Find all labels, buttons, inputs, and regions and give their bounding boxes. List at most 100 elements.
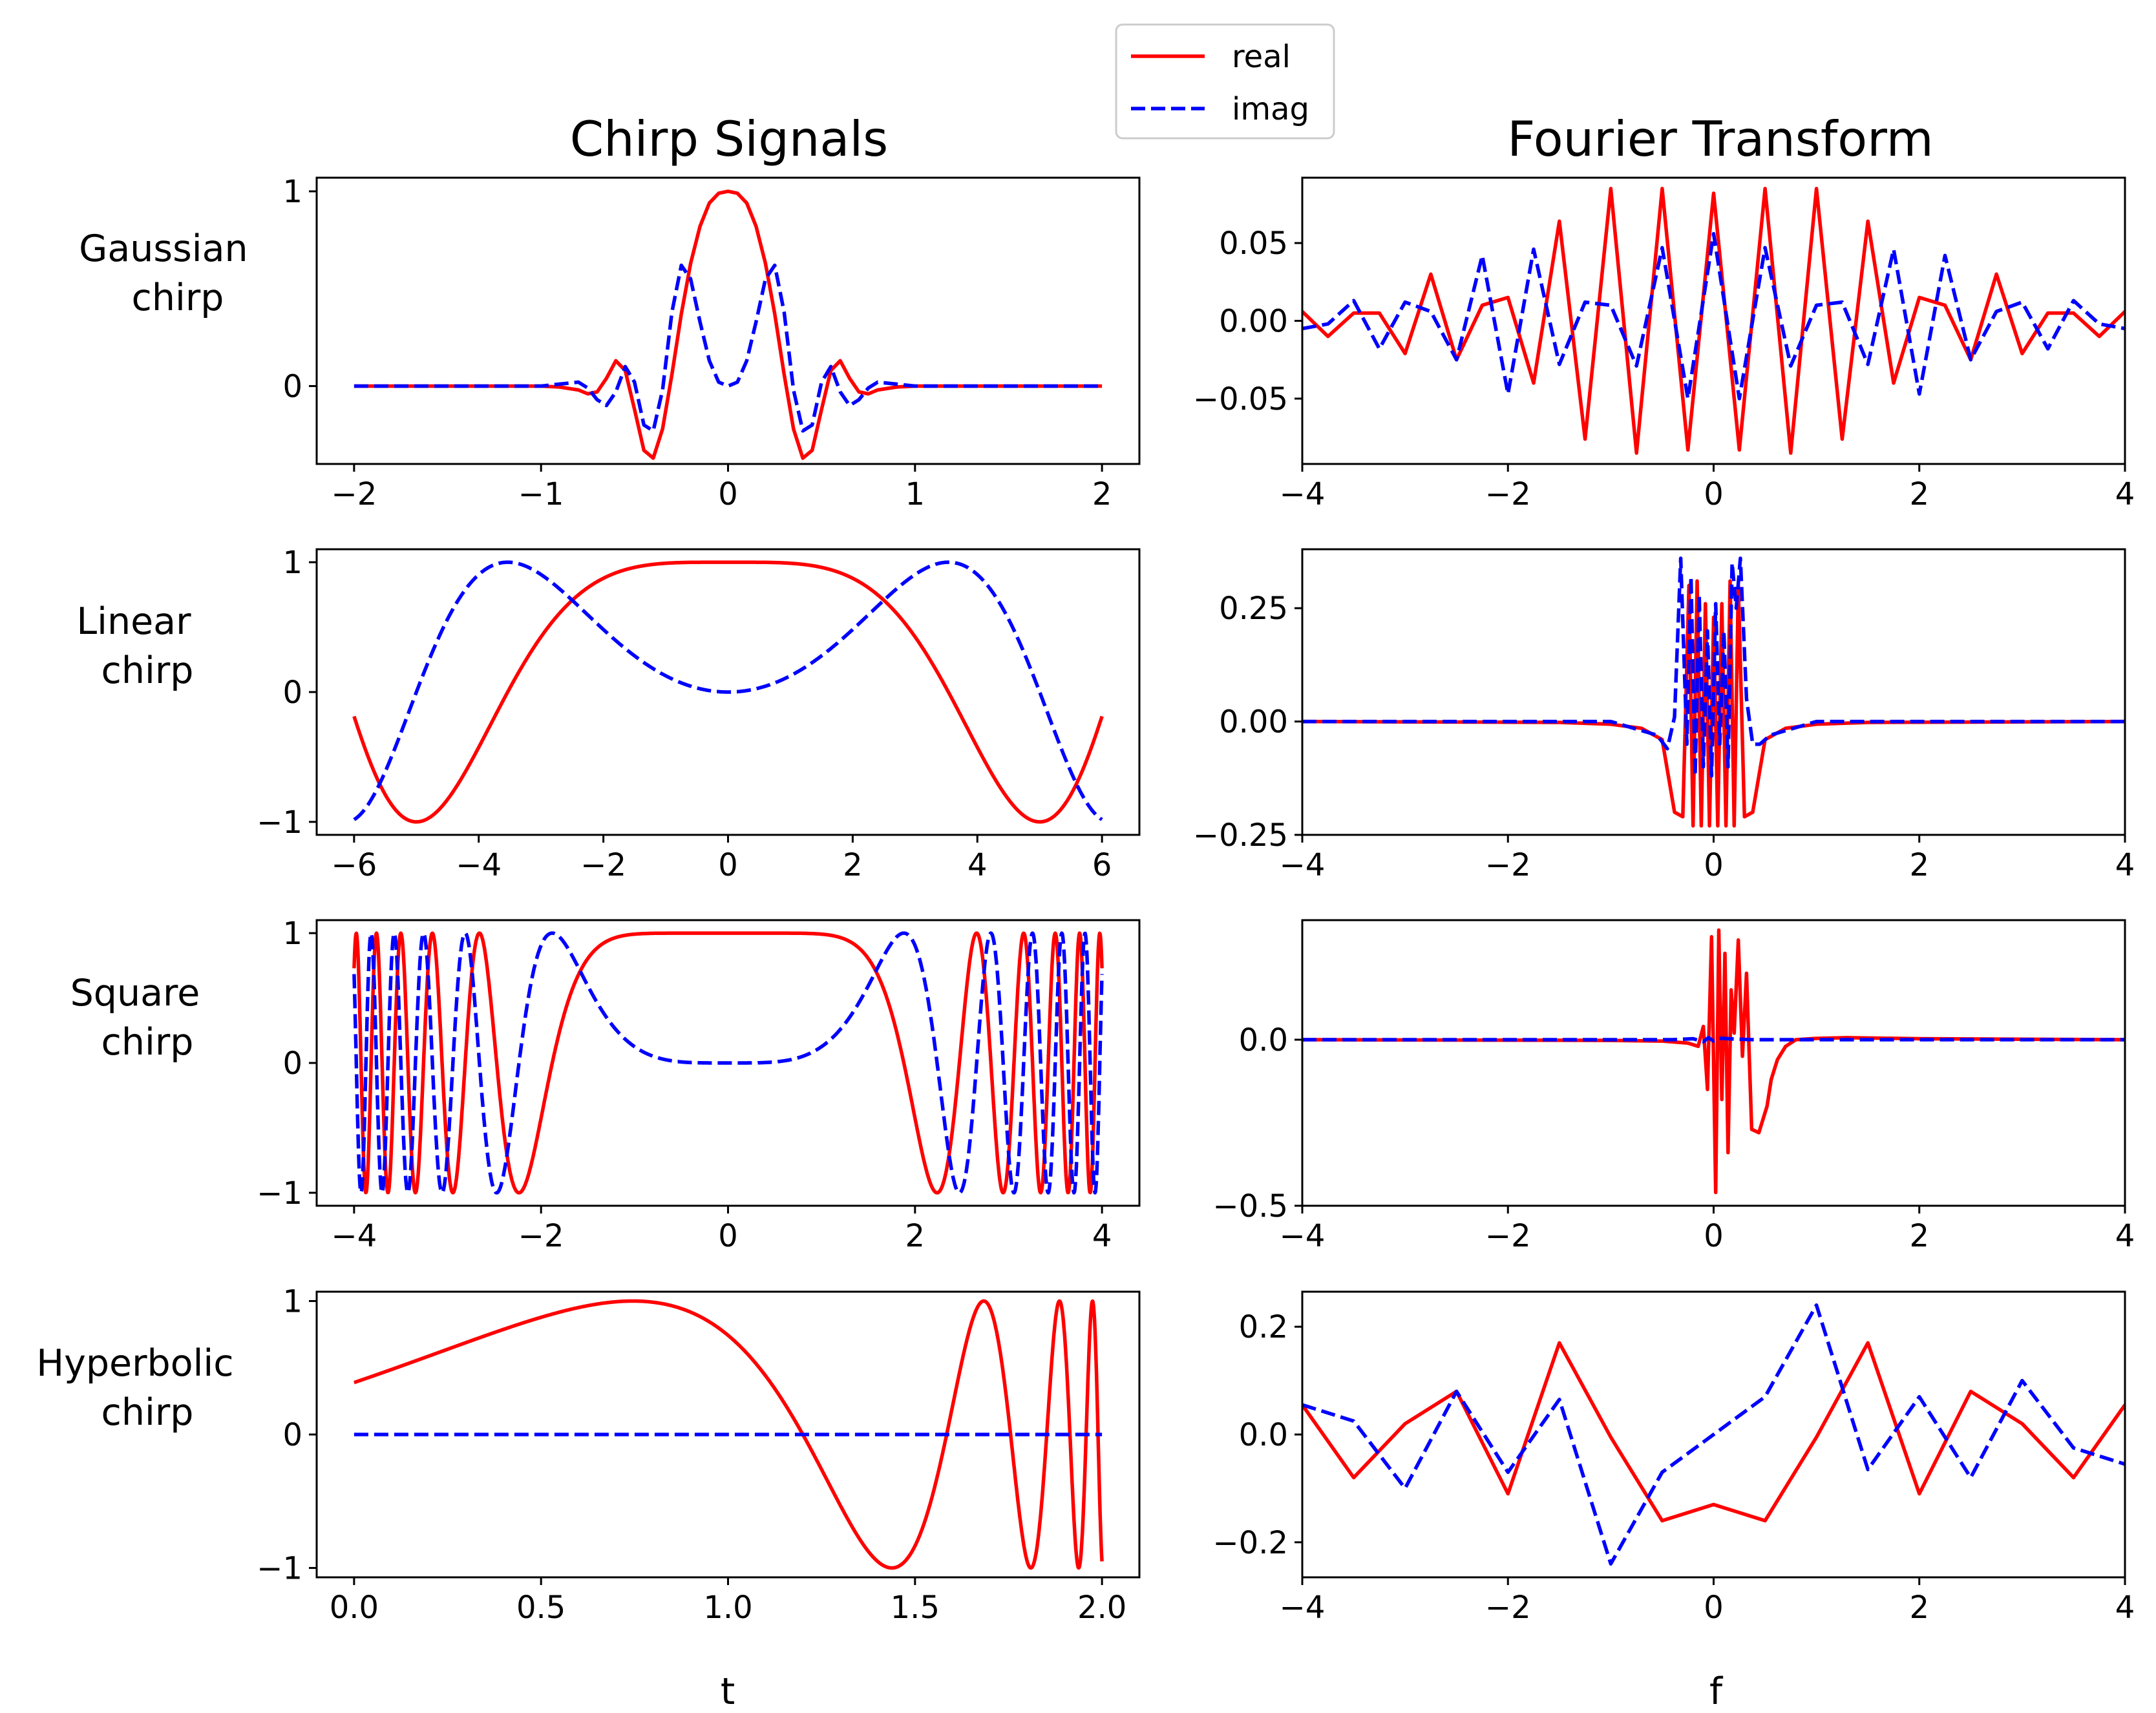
legend-label-real: real (1232, 39, 1291, 75)
x-tick-label: −4 (456, 847, 502, 883)
series-group (354, 189, 1103, 460)
y-tick-label: −1 (257, 1551, 302, 1587)
chart-panel-1: −4 −2 0 2 4 −0.05 0.00 0.05 (1193, 176, 2135, 512)
x-tick-label: 4 (2115, 476, 2135, 512)
x-tick-label: 0 (1704, 847, 1724, 883)
x-tick-label: 2.0 (1077, 1590, 1126, 1626)
series-line-imag (352, 931, 1104, 1195)
x-tick-label: −4 (1280, 476, 1326, 512)
x-tick-label: 2 (1909, 476, 1929, 512)
series-group (1302, 928, 2125, 1195)
series-line-real (352, 1299, 1104, 1570)
x-tick-label: −2 (1485, 1218, 1531, 1254)
x-tick-label: 2 (1092, 476, 1112, 512)
legend-frame (1115, 23, 1335, 140)
x-axis-label-t: t (721, 1670, 735, 1713)
axes-frame (315, 176, 1141, 465)
y-tick-label: 0.00 (1219, 304, 1288, 340)
y-tick-label: 0.2 (1239, 1309, 1288, 1345)
series-line-imag (354, 263, 1103, 433)
chart-panel-0: −2 −1 0 1 2 0 1 (282, 174, 1141, 512)
y-tick-label: 0.00 (1219, 704, 1288, 741)
x-axis-label-f: f (1709, 1670, 1724, 1713)
series-line-real (1302, 928, 2125, 1195)
x-tick-label: 0.0 (330, 1590, 379, 1626)
row-label-line1: Square (70, 972, 200, 1014)
row-label-line1: Gaussian (79, 227, 248, 270)
y-tick-label: 0 (282, 1417, 302, 1453)
row-label-line2: chirp (101, 1391, 194, 1434)
x-tick-label: −2 (331, 476, 377, 512)
legend-label-imag: imag (1232, 91, 1309, 127)
y-tick-label: 0 (282, 675, 302, 711)
row-label-line1: Hyperbolic (36, 1342, 233, 1385)
y-tick-label: 1 (282, 1283, 302, 1319)
y-tick-label: 0.05 (1219, 226, 1288, 262)
series-line-real (352, 560, 1104, 824)
y-tick-label: −0.05 (1193, 381, 1288, 417)
series-group (1302, 556, 2125, 828)
x-tick-label: 0 (1704, 476, 1724, 512)
x-tick-label: −2 (1485, 847, 1531, 883)
series-line-imag (352, 560, 1104, 821)
x-tick-label: 1.0 (703, 1590, 752, 1626)
left-column-title: Chirp Signals (570, 110, 888, 167)
x-tick-label: 4 (1092, 1218, 1112, 1254)
legend: real imag (1115, 23, 1335, 140)
row-label-line2: chirp (101, 649, 194, 692)
chart-panel-6: 0.0 0.5 1.0 1.5 2.0 −1 0 1 (257, 1283, 1141, 1626)
x-tick-label: −4 (1280, 1590, 1326, 1626)
x-tick-label: −2 (580, 847, 626, 883)
y-tick-label: 0.0 (1239, 1022, 1288, 1058)
x-tick-label: −2 (1485, 476, 1531, 512)
series-group (1302, 1303, 2125, 1566)
right-column-title: Fourier Transform (1507, 110, 1933, 167)
x-tick-label: 0.5 (516, 1590, 565, 1626)
series-group (1302, 187, 2125, 455)
x-tick-label: 6 (1092, 847, 1112, 883)
row-label-line2: chirp (132, 277, 224, 319)
x-tick-label: 4 (2115, 847, 2135, 883)
y-tick-label: −1 (257, 1175, 302, 1212)
row-label-hyperbolic: Hyperbolic chirp (36, 1342, 245, 1434)
series-line-imag (1302, 1036, 2125, 1044)
y-tick-label: 1 (282, 916, 302, 952)
series-line-real (1302, 1341, 2125, 1523)
x-tick-label: 4 (2115, 1590, 2135, 1626)
series-line-imag (1302, 556, 2125, 778)
panels: −2 −1 0 1 201−4 −2 0 2 4−0.050.000.05−6 −4 −2 0 2 4 6−… (257, 174, 2135, 1626)
axes-frame (1301, 176, 2126, 465)
x-tick-label: 2 (905, 1218, 925, 1254)
x-tick-label: 0 (1704, 1590, 1724, 1626)
x-tick-label: 0 (718, 476, 738, 512)
x-tick-label: 2 (843, 847, 863, 883)
y-tick-label: 0 (282, 1046, 302, 1082)
series-line-real (1302, 187, 2125, 455)
y-tick-label: −0.2 (1212, 1525, 1288, 1561)
series-group (352, 931, 1104, 1195)
chart-panel-2: −6 −4 −2 0 2 4 6 −1 0 1 (257, 545, 1141, 883)
row-label-line1: Linear (76, 600, 191, 643)
series-line-imag (1302, 231, 2125, 401)
x-tick-label: 0 (1704, 1218, 1724, 1254)
x-tick-label: 0 (718, 1218, 738, 1254)
series-group (352, 1299, 1104, 1570)
x-tick-label: 1.5 (891, 1590, 940, 1626)
y-tick-label: −1 (257, 804, 302, 841)
x-tick-label: 1 (905, 476, 925, 512)
x-tick-label: 2 (1909, 847, 1929, 883)
y-tick-label: −0.5 (1212, 1188, 1288, 1224)
y-tick-label: −0.25 (1193, 817, 1288, 854)
chart-panel-5: −4 −2 0 2 4 −0.5 0.0 (1212, 919, 2135, 1254)
row-label-gaussian: Gaussian chirp (79, 227, 260, 319)
x-tick-label: 2 (1909, 1218, 1929, 1254)
series-line-real (352, 931, 1104, 1195)
chart-panel-4: −4 −2 0 2 4 −1 0 1 (257, 916, 1141, 1254)
x-tick-label: −4 (331, 1218, 377, 1254)
x-tick-label: −6 (331, 847, 377, 883)
y-tick-label: 0.25 (1219, 591, 1288, 627)
chart-panel-7: −4 −2 0 2 4 −0.2 0.0 0.2 (1212, 1290, 2135, 1626)
y-tick-label: 0 (282, 368, 302, 405)
y-tick-label: 1 (282, 174, 302, 210)
